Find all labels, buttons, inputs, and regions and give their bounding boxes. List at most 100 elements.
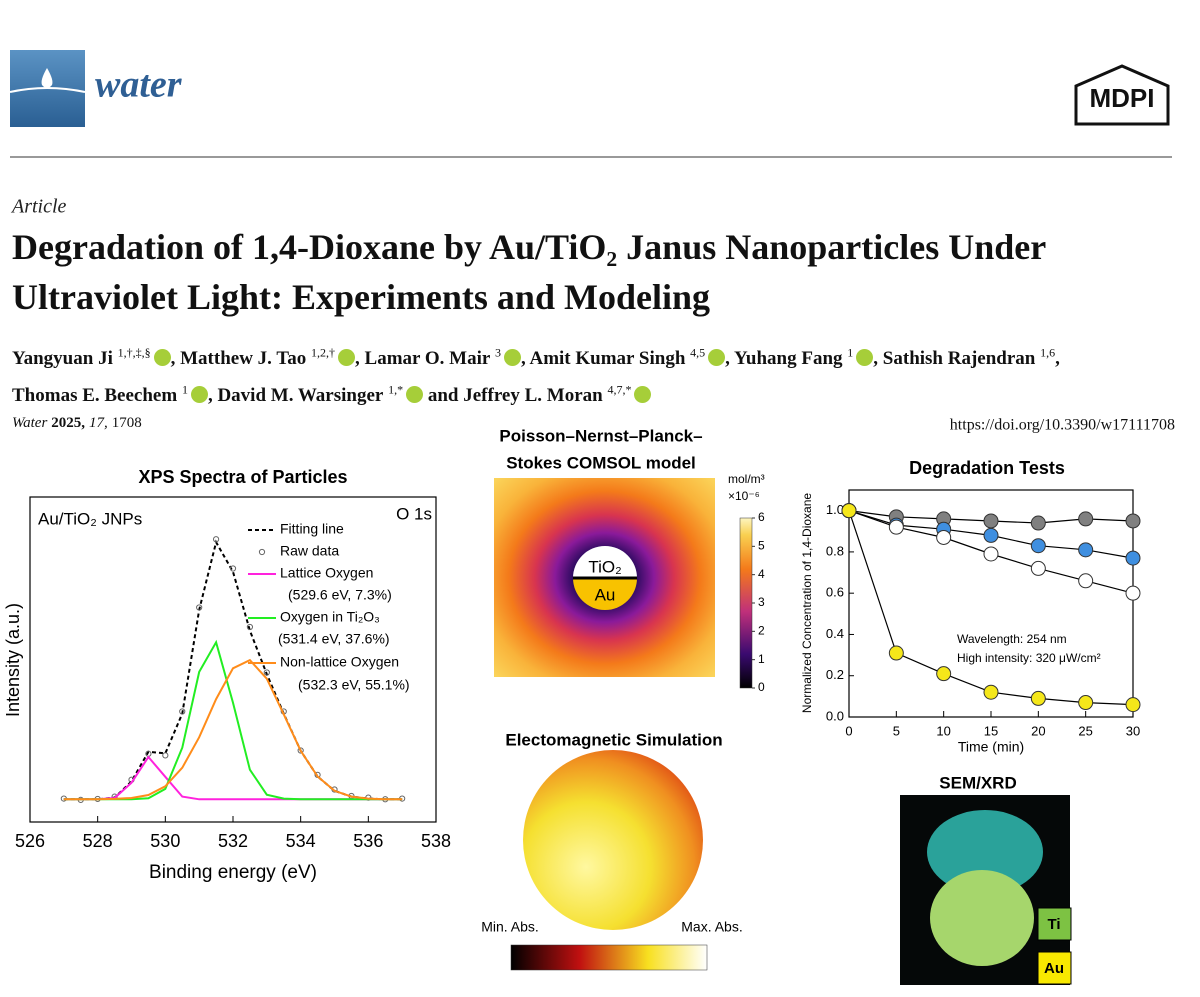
author-name: Thomas E. Beechem [12, 384, 178, 406]
data-point [179, 708, 186, 715]
orcid-icon [190, 385, 208, 403]
x-tick-label: 526 [15, 831, 45, 851]
chart-title: Degradation Tests [909, 458, 1065, 478]
element-label: Ti [1047, 916, 1060, 933]
sem-ti-key [1037, 907, 1072, 941]
panel-title: Poisson–Nernst–Planck– [499, 426, 702, 445]
series-line [63, 539, 403, 801]
orcid-icon [338, 349, 356, 367]
colorbar-tick-label: 5 [758, 539, 765, 553]
y-tick-label: 1.0 [826, 502, 844, 517]
sem-au-key [1037, 951, 1072, 985]
em-sphere [523, 750, 703, 930]
au-half [573, 578, 637, 610]
data-point [1078, 542, 1094, 558]
x-tick-label: 534 [286, 831, 316, 851]
author-name: Amit Kumar Singh [529, 348, 686, 370]
data-point [162, 752, 169, 759]
author-affiliation: 1,2,† [311, 346, 336, 360]
data-point [983, 546, 999, 562]
annotation: Wavelength: 254 nm [957, 632, 1067, 646]
colorbar-scale: ×10⁻⁶ [728, 489, 760, 503]
publisher-logo-frame [1074, 64, 1170, 126]
journal-logo-text: water [95, 64, 183, 106]
author-name: Sathish Rajendran [882, 348, 1036, 370]
author-affiliation: 1,* [388, 382, 404, 397]
data-point [1125, 513, 1141, 529]
panel-title: Stokes COMSOL model [506, 453, 696, 472]
x-tick-label: 538 [421, 831, 451, 851]
author-affiliation: 1 [847, 346, 854, 360]
author-affiliation: 3 [495, 346, 502, 360]
x-tick-label: 536 [353, 831, 383, 851]
legend-label: Raw data [280, 543, 339, 559]
y-tick-label: 0.4 [826, 626, 844, 641]
data-point [888, 645, 904, 661]
data-point [1078, 573, 1094, 589]
y-tick-label: 0.0 [826, 708, 844, 723]
logo-drop [41, 68, 53, 88]
annotation: O 1s [396, 504, 432, 523]
author: Lamar O. Mair 3, [364, 346, 526, 370]
colorbar-tick-label: 2 [758, 624, 765, 638]
author-separator: , [170, 348, 176, 370]
data-point [983, 513, 999, 529]
orcid-icon [856, 349, 874, 367]
author-name: Lamar O. Mair [364, 348, 491, 370]
orcid-icon [634, 385, 652, 403]
chart-title: XPS Spectra of Particles [138, 467, 347, 487]
annotation: (531.4 eV, 37.6%) [278, 631, 390, 647]
author: Jeffrey L. Moran 4,7,* [463, 382, 652, 406]
author-separator: , [521, 348, 526, 370]
author-separator: , [873, 348, 879, 370]
author-list: Yangyuan Ji 1,†,‡,§, Matthew J. Tao 1,2,… [12, 338, 1102, 411]
author-name: Matthew J. Tao [180, 348, 307, 370]
author: Matthew J. Tao 1,2,†, [180, 346, 360, 370]
publisher-logo: MDPI [1090, 83, 1155, 113]
annotation: High intensity: 320 μW/cm² [957, 651, 1101, 665]
author-name: Yuhang Fang [733, 348, 843, 370]
author-affiliation: 1,6 [1040, 346, 1056, 360]
annotation: (532.3 eV, 55.1%) [298, 677, 410, 693]
citation-article: 1708 [111, 415, 142, 431]
logo-wave [9, 87, 86, 93]
colorbar-label: Min. Abs. [481, 919, 539, 935]
colorbar-tick-label: 4 [758, 567, 765, 581]
citation: Water 2025, 17, 1708 [12, 415, 142, 432]
data-point [297, 747, 304, 754]
x-tick-label: 530 [150, 831, 180, 851]
sem-ti-region [927, 810, 1043, 894]
colorbar-tick-label: 1 [758, 652, 765, 666]
legend-label: Non-lattice Oxygen [280, 654, 399, 670]
orcid-icon [708, 349, 726, 367]
citation-year: 2025, [51, 415, 86, 431]
em-colorbar [510, 944, 708, 971]
x-tick-label: 5 [893, 723, 900, 738]
tio2-half [573, 546, 637, 578]
data-point [1030, 560, 1046, 576]
author-separator: , [725, 348, 730, 370]
element-label: Au [1044, 960, 1064, 977]
x-tick-label: 30 [1126, 723, 1140, 738]
data-point [1078, 511, 1094, 527]
author-separator: and [427, 384, 459, 406]
legend-label: Lattice Oxygen [280, 565, 373, 581]
x-tick-label: 0 [845, 723, 852, 738]
legend-label: Oxygen in Ti₂O₃ [280, 609, 380, 625]
x-tick-label: 25 [1078, 723, 1092, 738]
x-tick-label: 15 [984, 723, 998, 738]
citation-volume: 17, [89, 415, 108, 431]
x-tick-label: 10 [936, 723, 950, 738]
data-point [196, 604, 203, 611]
data-point [1125, 697, 1141, 713]
colorbar-tick-label: 3 [758, 595, 765, 609]
author-affiliation: 1,†,‡,§ [117, 346, 151, 360]
author-affiliation: 1 [181, 382, 188, 397]
data-point [1125, 550, 1141, 566]
article-type: Article [10, 196, 67, 218]
data-point [1030, 515, 1046, 531]
y-axis-label: Intensity (a.u.) [3, 603, 23, 717]
data-point [1030, 538, 1046, 554]
